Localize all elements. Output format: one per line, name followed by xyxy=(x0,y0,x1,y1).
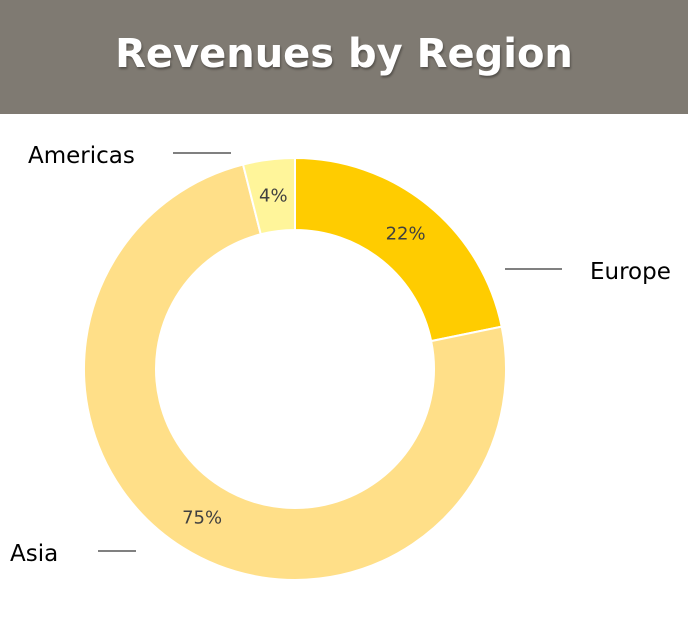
percent-label-europe: 22% xyxy=(386,223,426,244)
name-label-europe: Europe xyxy=(590,259,671,285)
slice-asia xyxy=(83,163,507,581)
name-label-americas: Americas xyxy=(28,143,135,169)
slice-americas xyxy=(241,156,296,236)
slice-name-labels: Europe Asia Americas xyxy=(10,143,671,567)
slice-europe xyxy=(294,156,503,343)
chart-title: Revenues by Region xyxy=(115,31,573,77)
chart-header: Revenues by Region xyxy=(0,0,688,114)
donut-slices xyxy=(83,156,507,581)
percent-label-americas: 4% xyxy=(259,185,288,206)
slice-percent-labels: 22% 75% 4% xyxy=(182,185,426,528)
name-label-asia: Asia xyxy=(10,541,58,567)
percent-label-asia: 75% xyxy=(182,507,222,528)
